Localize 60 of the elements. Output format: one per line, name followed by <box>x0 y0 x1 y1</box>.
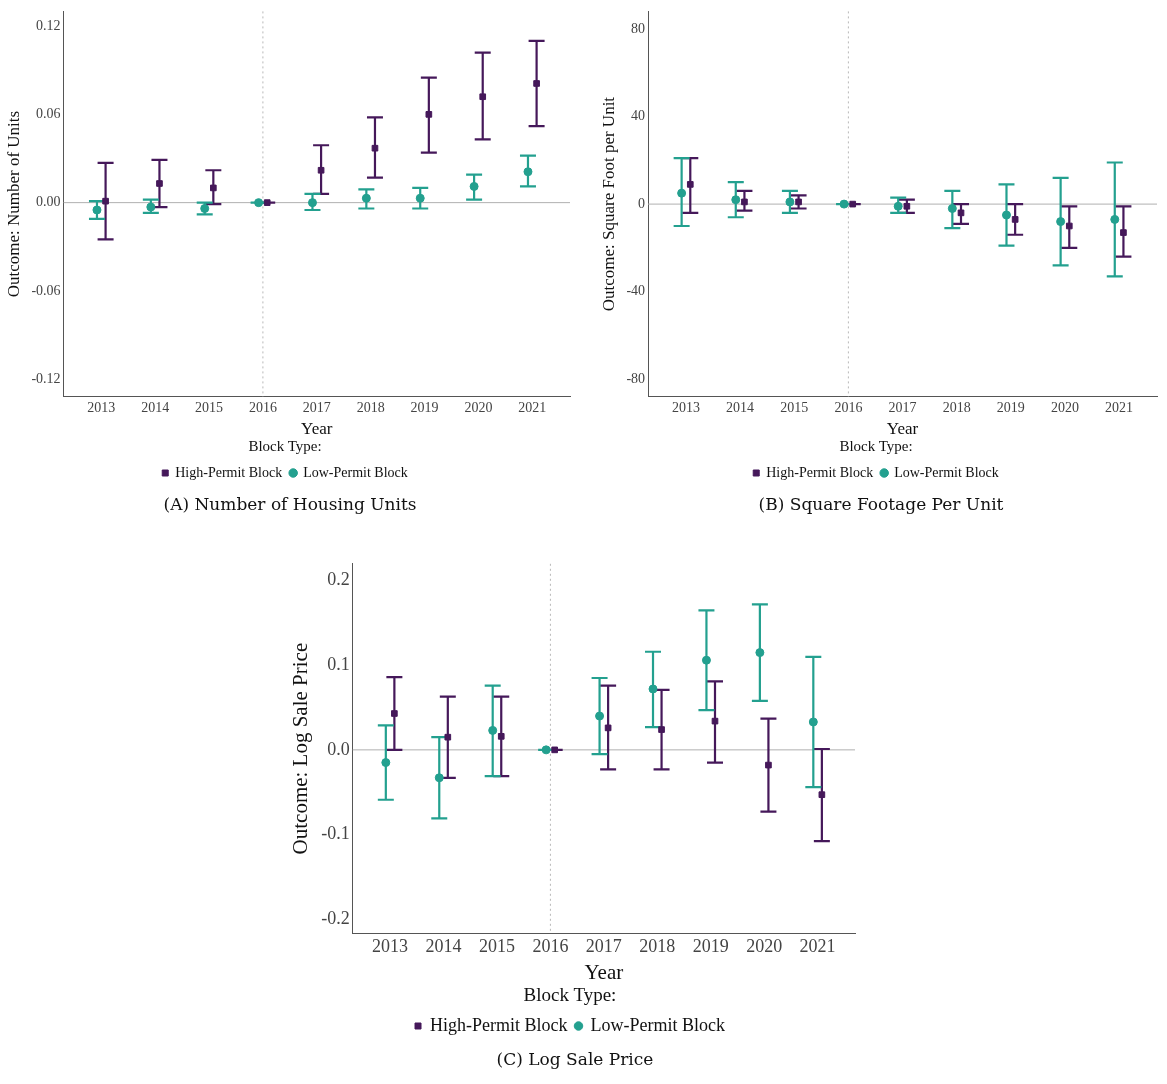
y-tick-label: 40 <box>631 108 646 124</box>
x-tick-label: 2020 <box>746 935 783 956</box>
x-axis-title: Year <box>301 419 333 439</box>
x-tick-label: 2021 <box>799 935 836 956</box>
x-tick-label: 2018 <box>639 935 676 956</box>
text: (A) Number of Housing Units <box>162 494 418 514</box>
y-tick-label: 0.1 <box>327 654 350 675</box>
y-tick-label: 0.0 <box>327 738 350 759</box>
x-tick-label: 2014 <box>141 399 170 415</box>
legend-label: Low-Permit Block <box>303 464 408 480</box>
x-tick-label: 2015 <box>478 935 515 956</box>
y-tick-label: 0 <box>638 195 646 211</box>
x-tick-label: 2020 <box>1050 399 1079 415</box>
legend-label: High-Permit Block <box>175 464 283 480</box>
x-tick-label: 2021 <box>1105 399 1134 415</box>
x-tick-label: 2015 <box>780 399 809 415</box>
x-tick-label: 2019 <box>996 399 1025 415</box>
x-tick-label: 2017 <box>302 399 331 415</box>
legend-label: Low-Permit Block <box>590 1014 725 1035</box>
x-tick-label: 2019 <box>410 399 439 415</box>
x-tick-label: 2013 <box>671 399 700 415</box>
x-tick-label: 2016 <box>834 399 863 415</box>
x-tick-label: 2017 <box>585 935 622 956</box>
x-tick-label: 2014 <box>726 399 755 415</box>
y-axis-title: Outcome: Number of Units <box>3 110 23 298</box>
y-tick-label: -80 <box>626 370 646 386</box>
x-tick-label: 2013 <box>87 399 116 415</box>
x-tick-label: 2016 <box>532 935 569 956</box>
x-tick-label: 2014 <box>425 935 462 956</box>
y-tick-label: -0.12 <box>31 370 61 386</box>
y-tick-label: 0.06 <box>36 106 61 122</box>
y-tick-label: 0.12 <box>36 17 61 33</box>
text: (C) Log Sale Price <box>495 1049 655 1069</box>
y-axis-title: Outcome: Square Foot per Unit <box>598 96 618 312</box>
y-tick-label: 80 <box>631 20 646 36</box>
x-tick-label: 2018 <box>356 399 385 415</box>
y-tick-label: -40 <box>626 283 646 299</box>
legend-title: Block Type: <box>523 983 617 1005</box>
x-tick-label: 2015 <box>195 399 224 415</box>
x-tick-label: 2013 <box>372 935 409 956</box>
y-tick-label: 0.2 <box>327 569 350 590</box>
x-tick-label: 2018 <box>942 399 971 415</box>
y-axis-title: Outcome: Log Sale Price <box>288 642 313 855</box>
x-tick-label: 2021 <box>518 399 547 415</box>
y-tick-label: -0.2 <box>321 907 350 928</box>
text: (B) Square Footage Per Unit <box>757 494 1005 514</box>
y-tick-label: 0.00 <box>36 194 61 210</box>
y-tick-label: -0.1 <box>321 823 350 844</box>
x-tick-label: 2019 <box>692 935 729 956</box>
x-tick-label: 2017 <box>888 399 917 415</box>
x-axis-title: Year <box>886 419 919 439</box>
legend-label: Low-Permit Block <box>894 464 999 480</box>
legend-label: High-Permit Block <box>430 1014 568 1035</box>
x-tick-label: 2016 <box>248 399 277 415</box>
y-tick-label: -0.06 <box>31 282 61 298</box>
legend-label: High-Permit Block <box>766 464 874 480</box>
x-tick-label: 2020 <box>464 399 493 415</box>
legend-title: Block Type: <box>248 438 322 455</box>
x-axis-title: Year <box>584 960 624 985</box>
legend-title: Block Type: <box>839 438 913 455</box>
